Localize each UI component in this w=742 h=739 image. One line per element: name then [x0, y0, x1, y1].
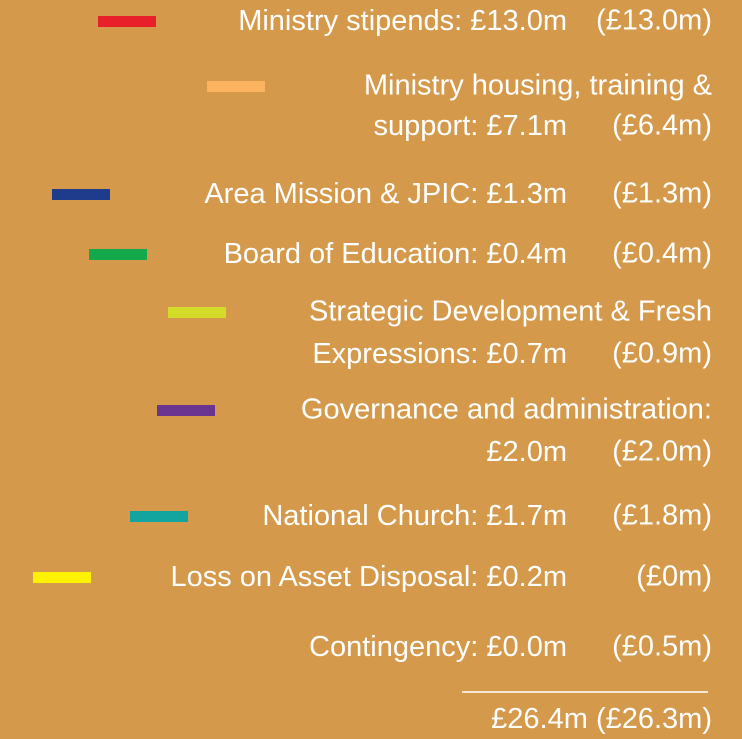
color-swatch [52, 189, 110, 200]
color-swatch [98, 16, 156, 27]
item-label: Board of Education: [224, 238, 479, 270]
item-label-line: Ministry housing, training & [364, 70, 712, 102]
item-amount: £0.4m [486, 238, 567, 270]
item-label: National Church: [262, 500, 478, 532]
item-amount: £2.0m [486, 436, 567, 468]
item-previous: (£1.8m) [612, 500, 712, 532]
item-previous: (£6.4m) [612, 110, 712, 142]
item-previous: (£1.3m) [612, 178, 712, 210]
total-text: £26.4m (£26.3m) [491, 703, 712, 735]
item-text: Ministry stipends: £13.0m [238, 5, 567, 37]
item-previous: (£0.9m) [612, 338, 712, 370]
item-label: Ministry stipends: [238, 5, 462, 37]
item-text: Contingency: £0.0m [309, 631, 567, 663]
item-text: National Church: £1.7m [262, 500, 567, 532]
item-label: support: [374, 110, 479, 142]
item-text: Board of Education: £0.4m [224, 238, 567, 270]
item-previous: (£2.0m) [612, 436, 712, 468]
item-text: Area Mission & JPIC: £1.3m [204, 178, 567, 210]
item-amount: £0.0m [486, 631, 567, 663]
item-previous: (£0m) [636, 561, 712, 593]
item-amount: £1.7m [486, 500, 567, 532]
item-text: £2.0m [486, 436, 567, 468]
color-swatch [130, 511, 188, 522]
item-text: support: £7.1m [374, 110, 567, 142]
item-label: Expressions: [312, 338, 478, 370]
item-amount: £0.2m [486, 561, 567, 593]
total-previous: (£26.3m) [596, 703, 712, 735]
item-label-line: Strategic Development & Fresh [309, 296, 712, 328]
item-text: Loss on Asset Disposal: £0.2m [170, 561, 567, 593]
item-amount: £1.3m [486, 178, 567, 210]
item-label: Area Mission & JPIC: [204, 178, 478, 210]
item-amount: £13.0m [470, 5, 567, 37]
color-swatch [89, 249, 147, 260]
item-text: Expressions: £0.7m [312, 338, 567, 370]
item-label: Loss on Asset Disposal: [170, 561, 478, 593]
total-amount: £26.4m [491, 703, 588, 735]
color-swatch [168, 307, 226, 318]
item-previous: (£0.5m) [612, 631, 712, 663]
color-swatch [157, 405, 215, 416]
color-swatch [207, 81, 265, 92]
item-amount: £0.7m [486, 338, 567, 370]
item-label: Contingency: [309, 631, 478, 663]
item-amount: £7.1m [486, 110, 567, 142]
item-label-line: Governance and administration: [301, 394, 712, 426]
color-swatch [33, 572, 91, 583]
item-previous: (£0.4m) [612, 238, 712, 270]
item-previous: (£13.0m) [596, 5, 712, 37]
